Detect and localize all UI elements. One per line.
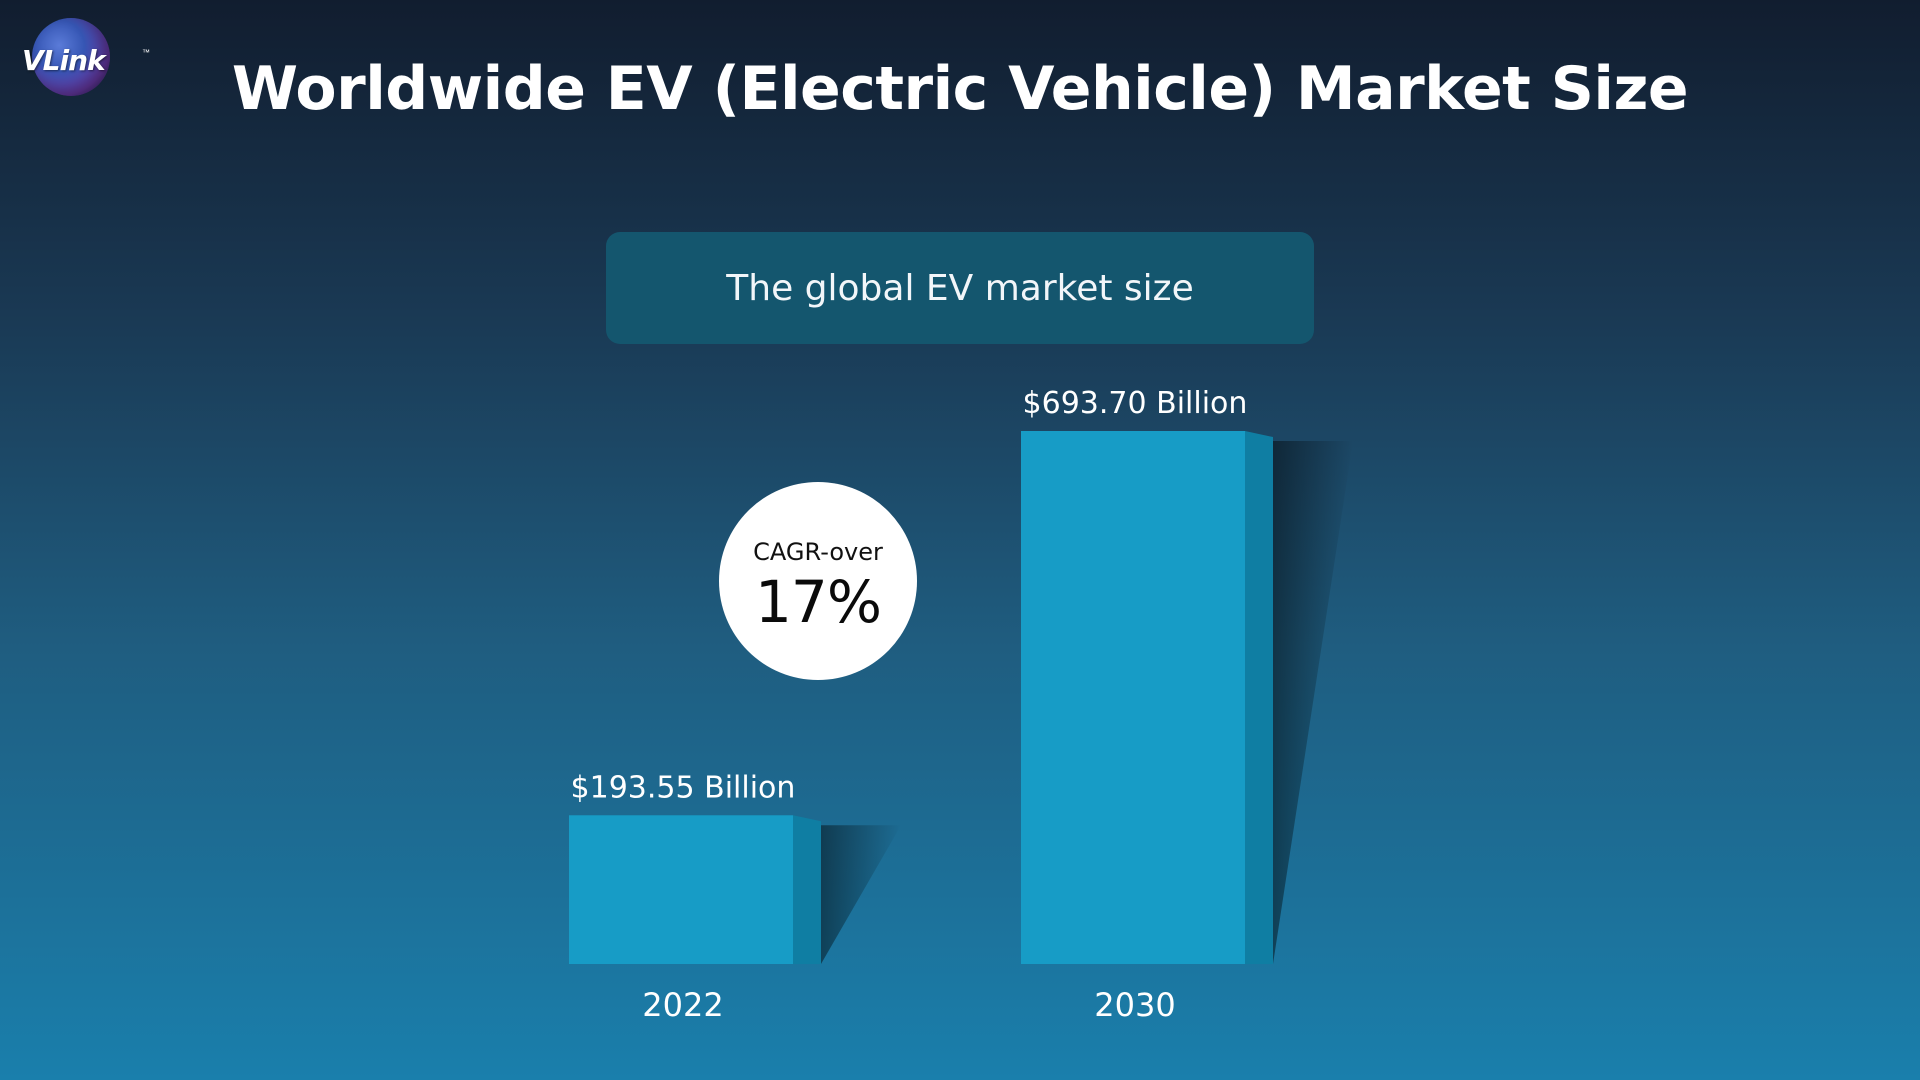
- category-label-2022: 2022: [642, 986, 723, 1024]
- bars-layer: $193.55 Billion 2022 $693.70 Billion 2030: [569, 386, 1353, 1024]
- bar-side: [1245, 431, 1273, 964]
- vlink-logo: VLink ™: [16, 18, 150, 104]
- logo-trademark: ™: [142, 48, 150, 57]
- bar-2030: [1021, 431, 1245, 964]
- bar-side: [793, 815, 821, 964]
- value-label-2022: $193.55 Billion: [571, 770, 796, 805]
- cagr-value: 17%: [755, 568, 882, 636]
- bar-2022: [569, 815, 793, 964]
- cagr-label: CAGR-over: [753, 538, 883, 566]
- logo-wordmark: VLink: [22, 44, 106, 77]
- value-label-2030: $693.70 Billion: [1023, 386, 1248, 421]
- globe-icon: [32, 18, 110, 96]
- cagr-badge: CAGR-over 17%: [719, 482, 917, 680]
- chart-title-box: The global EV market size: [606, 232, 1314, 344]
- bar-shadow: [821, 825, 901, 964]
- category-label-2030: 2030: [1094, 986, 1175, 1024]
- chart-title: The global EV market size: [726, 267, 1194, 309]
- bar-shadow: [1273, 441, 1353, 964]
- page-title: Worldwide EV (Electric Vehicle) Market S…: [231, 54, 1689, 124]
